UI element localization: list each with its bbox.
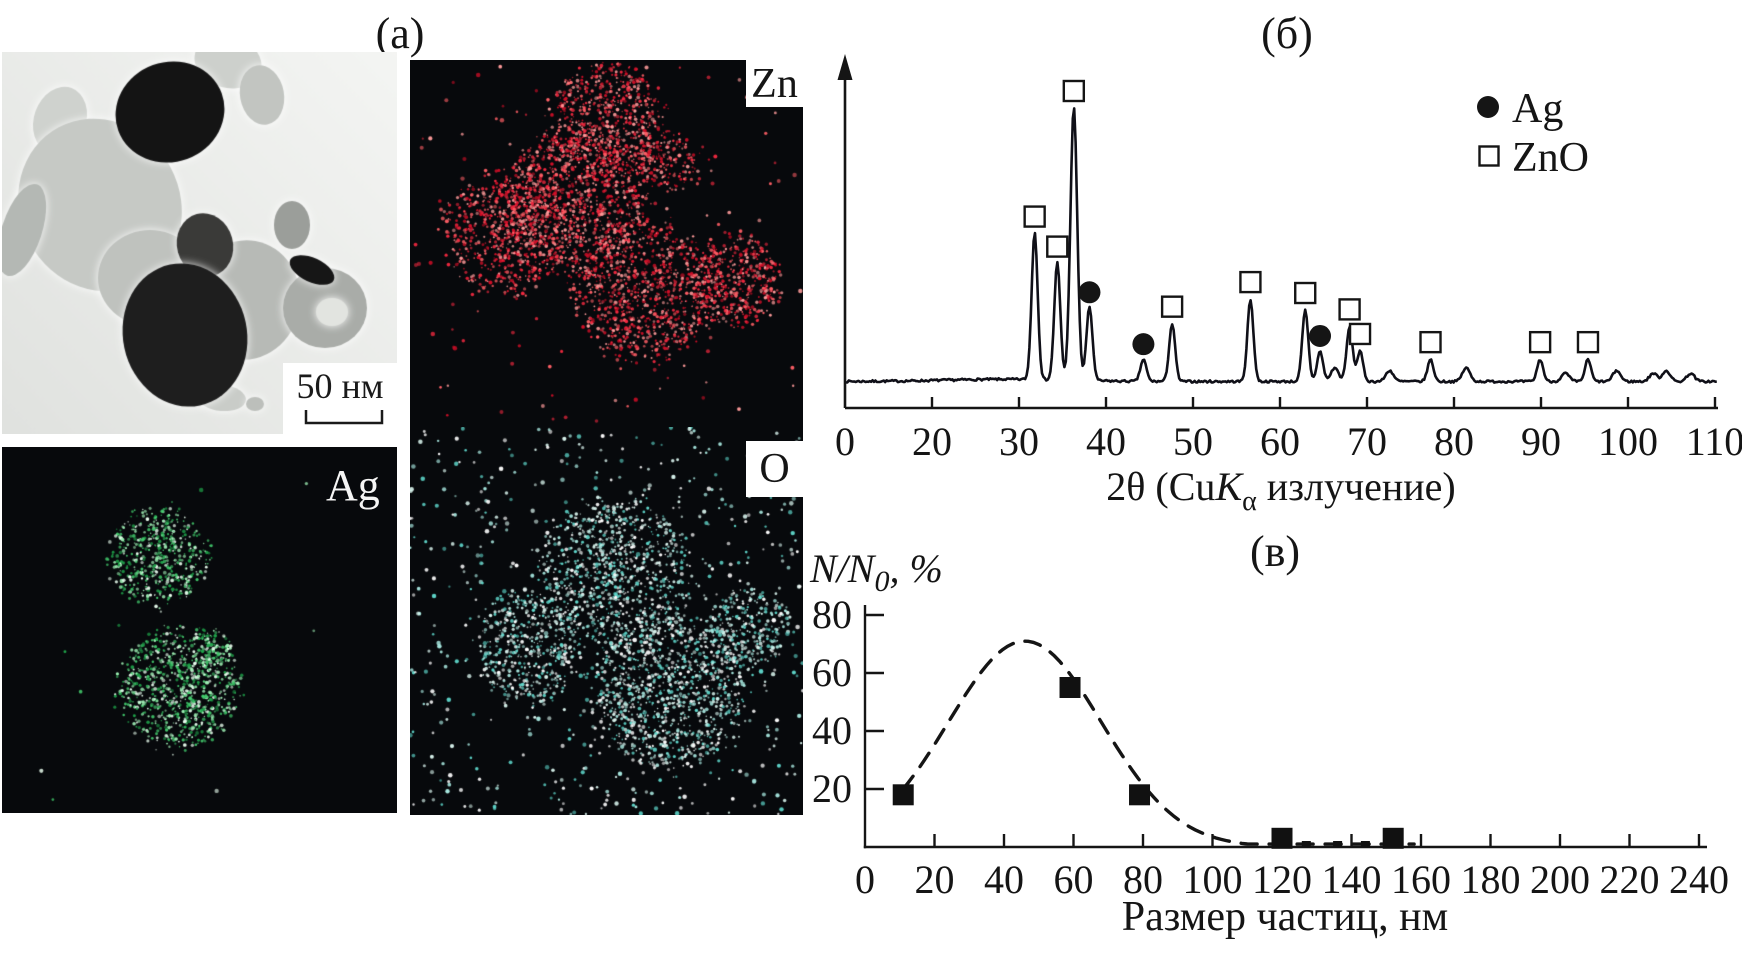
xrd-marker-ag-circle [1078, 281, 1101, 304]
scale-bar-box: 50 нм [283, 363, 397, 434]
dist-minor-bump [1360, 841, 1370, 847]
legend-zno-square-icon [1478, 145, 1500, 167]
xrd-y-axis-arrowhead [837, 54, 853, 80]
xrd-x-tick-label: 0 [835, 419, 855, 464]
dist-y-tick-label: 60 [812, 650, 852, 695]
xrd-x-tick-label: 30 [999, 419, 1039, 464]
xrd-x-axis-title: 2θ (CuKα излучение) [1106, 464, 1455, 515]
legend-label: Ag [1512, 86, 1563, 132]
dist-x-tick-label: 0 [855, 857, 875, 902]
dist-data-point [1382, 827, 1404, 849]
o-element-map [410, 427, 803, 815]
dist-x-tick-label: 160 [1391, 857, 1451, 902]
panel-v-title: (в) [1249, 527, 1301, 576]
xrd-marker-zno-square [1046, 235, 1069, 258]
xrd-trace [845, 107, 1717, 384]
dist-y-tick-label: 80 [812, 592, 852, 637]
xrd-marker-zno-square [1160, 295, 1184, 318]
ag-map-label: Ag [326, 461, 380, 510]
xrd-x-tick-label: 80 [1434, 419, 1474, 464]
xrd-x-tick-label: 50 [1173, 419, 1213, 464]
xrd-marker-zno-square [1528, 330, 1552, 354]
xrd-x-tick-label: 110 [1686, 419, 1742, 464]
xrd-x-tick-label: 60 [1260, 419, 1300, 464]
dist-data-point [892, 784, 914, 806]
dist-x-tick-label: 220 [1600, 857, 1660, 902]
dist-x-tick-label: 120 [1252, 857, 1312, 902]
xrd-marker-zno-square [1023, 205, 1046, 228]
dist-fit-curve [901, 639, 1416, 846]
xrd-marker-ag-circle [1132, 333, 1155, 356]
dist-data-point [1271, 827, 1293, 849]
panel-a-title: (а) [375, 9, 425, 58]
scale-bar-label: 50 нм [296, 366, 384, 406]
xrd-marker-zno-square [1294, 281, 1317, 305]
xrd-marker-zno-square [1576, 330, 1600, 354]
zn-element-map [410, 60, 803, 427]
dist-minor-bump [1333, 841, 1343, 847]
scale-bar-bracket [304, 410, 384, 425]
zn-map-label: Zn [746, 60, 803, 107]
dist-x-tick-label: 240 [1669, 857, 1729, 902]
xrd-marker-zno-square [1338, 298, 1361, 321]
o-map-label: O [746, 441, 803, 497]
dist-y-axis-title: N/N0, % [809, 546, 943, 598]
xrd-x-tick-label: 100 [1598, 419, 1658, 464]
dist-x-tick-label: 60 [1054, 857, 1094, 902]
xrd-x-tick-label: 40 [1086, 419, 1126, 464]
panel-b-title: (б) [1261, 9, 1313, 58]
xrd-x-tick-label: 70 [1347, 419, 1387, 464]
xrd-marker-zno-square [1062, 79, 1086, 103]
xrd-marker-zno-square [1348, 322, 1372, 346]
dist-data-point [1059, 677, 1081, 698]
xrd-marker-ag-circle [1309, 324, 1332, 347]
size-distribution-chart: 20 40 60 80 0 20 40 60 80 100 120 140 160 180 200 220 24… [809, 546, 1729, 940]
dist-x-tick-label: 180 [1461, 857, 1521, 902]
dist-data-point [1129, 784, 1151, 806]
dist-x-tick-label: 140 [1322, 857, 1382, 902]
xrd-x-tick-label: 90 [1521, 419, 1561, 464]
xrd-marker-zno-square [1419, 330, 1442, 354]
legend-label: ZnO [1512, 135, 1589, 181]
legend-ag-circle-icon [1477, 96, 1499, 118]
dist-minor-bump [1301, 841, 1311, 847]
dist-x-tick-label: 100 [1183, 857, 1243, 902]
dist-x-tick-label: 200 [1530, 857, 1590, 902]
xrd-marker-zno-square [1239, 270, 1262, 294]
ag-element-map [2, 447, 397, 813]
dist-x-tick-label: 80 [1123, 857, 1163, 902]
dist-x-axis-title: Размер частиц, нм [1122, 894, 1448, 940]
dist-x-tick-label: 40 [984, 857, 1024, 902]
dist-x-tick-label: 20 [915, 857, 955, 902]
dist-y-tick-label: 40 [812, 708, 852, 753]
xrd-x-tick-label: 20 [912, 419, 952, 464]
dist-y-tick-label: 20 [812, 766, 852, 811]
